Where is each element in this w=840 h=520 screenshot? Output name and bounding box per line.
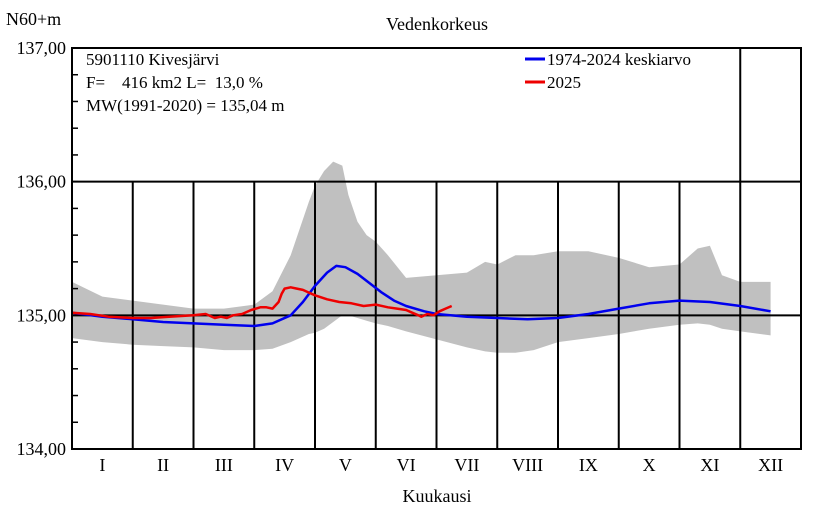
x-tick-label: XI [700, 455, 719, 475]
y-tick-label: 135,00 [17, 305, 67, 325]
x-tick-label: VII [454, 455, 479, 475]
series-layer [71, 264, 771, 328]
text-layer: N60+m Vedenkorkeus Kuukausi 5901110 Kive… [6, 9, 783, 506]
y-tick-label: 134,00 [17, 439, 67, 459]
x-tick-label: IV [275, 455, 294, 475]
plot-frame [71, 47, 802, 450]
x-tick-label: V [339, 455, 352, 475]
grid-layer [72, 47, 801, 450]
x-axis-label: Kuukausi [403, 486, 472, 506]
x-tick-label: VI [397, 455, 416, 475]
x-tick-label: VIII [512, 455, 543, 475]
range-band-layer [72, 161, 771, 353]
y-axis-label: N60+m [6, 9, 61, 29]
legend-label-mean: 1974-2024 keskiarvo [547, 50, 691, 69]
chart-title: Vedenkorkeus [386, 14, 488, 34]
x-tick-label: II [157, 455, 169, 475]
x-tick-label: IX [579, 455, 598, 475]
y-tick-label: 136,00 [17, 172, 67, 192]
mean-series-line [71, 264, 771, 328]
x-tick-label: I [99, 455, 105, 475]
x-tick-label: X [643, 455, 656, 475]
x-tick-label: XII [758, 455, 783, 475]
current-year-series-line [71, 286, 453, 320]
station-name: 5901110 Kivesjärvi [86, 50, 220, 69]
frame-layer [71, 47, 802, 450]
legend: 1974-2024 keskiarvo 2025 [525, 50, 691, 92]
station-area: F= 416 km2 L= 13,0 % [86, 73, 263, 92]
legend-label-current: 2025 [547, 73, 581, 92]
y-tick-label: 137,00 [17, 38, 67, 58]
min-max-range-band [72, 161, 771, 353]
station-mean-level: MW(1991-2020) = 135,04 m [86, 96, 284, 115]
x-tick-label: III [215, 455, 233, 475]
